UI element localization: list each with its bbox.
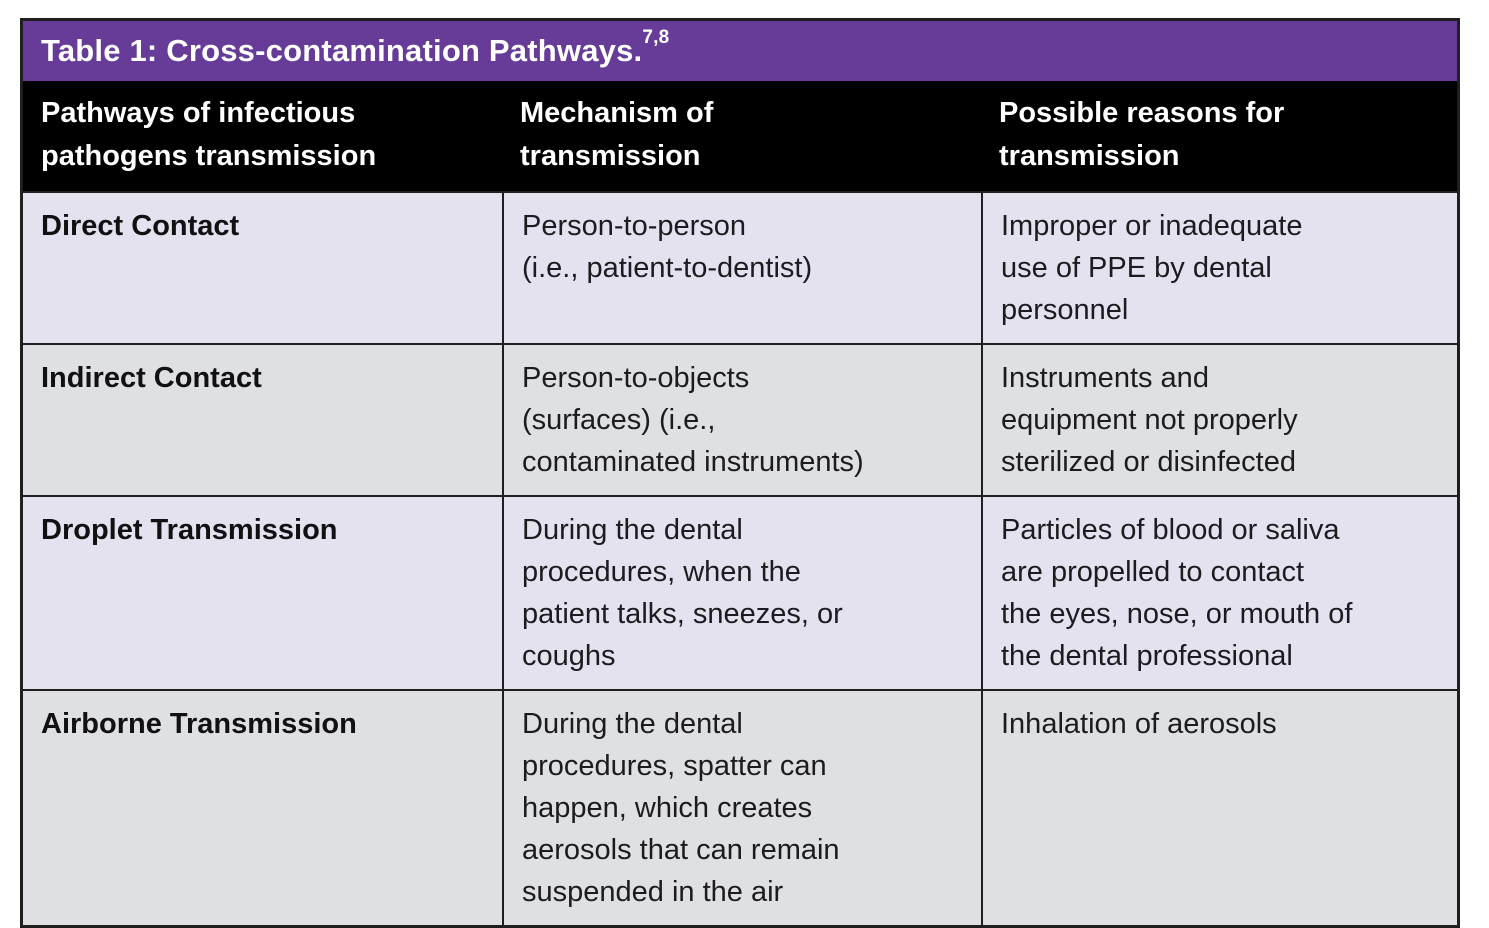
table-row: Droplet Transmission During the dental p… [23,495,1457,689]
cell-reasons: Improper or inadequate use of PPE by den… [981,193,1457,343]
table-title: Table 1: Cross-contamination Pathways.7,… [41,28,669,69]
table-title-citation: 7,8 [642,26,670,48]
table-header-row: Pathways of infectious pathogens transmi… [23,81,1457,191]
table-row: Direct Contact Person-to-person (i.e., p… [23,191,1457,343]
column-header-mechanism: Mechanism of transmission [520,97,714,172]
table-title-text: Table 1: Cross-contamination Pathways. [41,33,643,68]
cell-mechanism: Person-to-person (i.e., patient-to-denti… [502,193,981,343]
table-row: Airborne Transmission During the dental … [23,689,1457,925]
cell-pathway: Droplet Transmission [41,514,338,546]
cell-mechanism: Person-to-objects (surfaces) (i.e., cont… [502,345,981,495]
cell-reasons: Inhalation of aerosols [981,691,1457,925]
table-row: Indirect Contact Person-to-objects (surf… [23,343,1457,495]
cell-reasons: Particles of blood or saliva are propell… [981,497,1457,689]
column-header-reasons: Possible reasons for transmission [999,97,1285,172]
column-header-pathways: Pathways of infectious pathogens transmi… [41,97,377,172]
cell-reasons: Instruments and equipment not properly s… [981,345,1457,495]
table-title-bar: Table 1: Cross-contamination Pathways.7,… [23,21,1457,81]
table: Table 1: Cross-contamination Pathways.7,… [20,18,1460,928]
cell-mechanism: During the dental procedures, when the p… [502,497,981,689]
cell-pathway: Indirect Contact [41,362,262,394]
cell-mechanism: During the dental procedures, spatter ca… [502,691,981,925]
cell-pathway: Direct Contact [41,210,240,242]
cell-pathway: Airborne Transmission [41,708,357,740]
